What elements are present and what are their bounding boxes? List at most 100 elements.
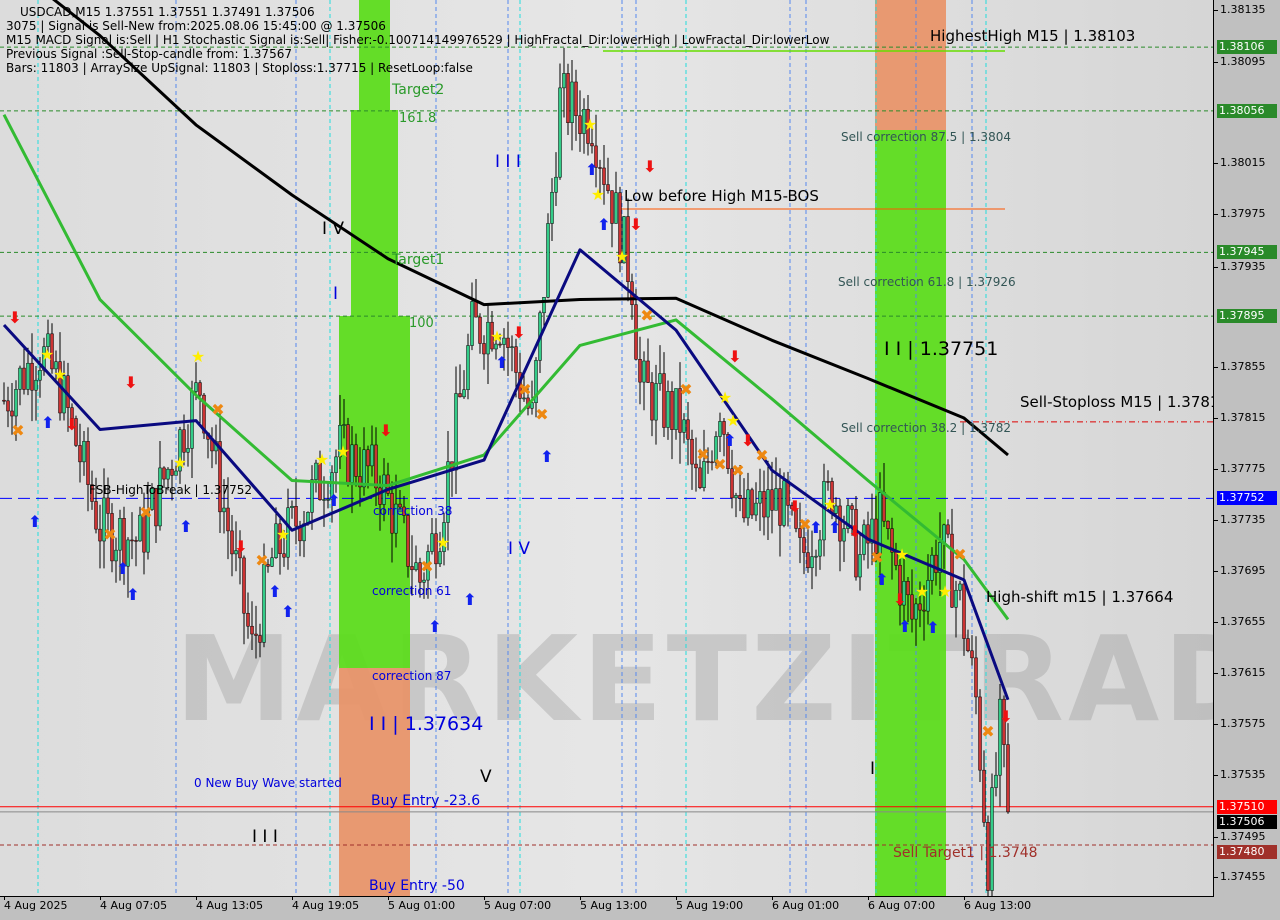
sell-correction-382-label: Sell correction 38.2 | 1.3782	[841, 421, 1011, 435]
price-tick-label: 1.37855	[1214, 360, 1266, 374]
bull-candle	[862, 524, 866, 555]
star-marker-icon: ★	[40, 345, 54, 364]
sell-correction-875-label: Sell correction 87.5 | 1.3804	[841, 130, 1011, 144]
time-tick-label: 5 Aug 01:00	[388, 896, 456, 912]
fsb-break-label: FSB-HighToBreak | 1.37752	[89, 483, 252, 497]
price-tick-label: 1.37615	[1214, 665, 1266, 679]
bull-candle	[702, 461, 706, 488]
cross-marker-icon: ✖	[679, 380, 692, 399]
price-tick-label: 1.38135	[1214, 3, 1266, 17]
bear-candle	[122, 518, 126, 567]
buy-arrow-icon: ⬆	[898, 617, 911, 636]
buy-arrow-icon: ⬆	[327, 491, 340, 510]
wave-v-black-label: V	[480, 767, 492, 787]
bear-candle	[966, 638, 970, 652]
fib-zone	[339, 316, 410, 668]
bull-candle	[14, 389, 18, 417]
time-tick-label: 4 Aug 19:05	[292, 896, 360, 912]
correction-38-label: correction 38	[373, 504, 453, 518]
star-marker-icon: ★	[490, 327, 504, 346]
star-marker-icon: ★	[583, 115, 597, 134]
bear-candle	[266, 564, 270, 567]
bull-candle	[486, 321, 490, 355]
bull-candle	[530, 402, 534, 409]
bear-candle	[950, 533, 954, 608]
star-marker-icon: ★	[591, 185, 605, 204]
bear-candle	[90, 484, 94, 502]
cross-marker-icon: ✖	[713, 455, 726, 474]
bull-candle	[902, 581, 906, 606]
bear-candle	[574, 81, 578, 116]
bear-candle	[358, 476, 362, 488]
bull-candle	[834, 505, 838, 514]
bull-candle	[994, 774, 998, 788]
star-marker-icon: ★	[718, 388, 732, 407]
buy-arrow-icon: ⬆	[28, 512, 41, 531]
bull-candle	[322, 499, 326, 501]
bear-candle	[218, 441, 222, 513]
time-tick-label: 6 Aug 07:00	[868, 896, 936, 912]
bull-candle	[150, 488, 154, 510]
bear-candle	[490, 321, 494, 350]
bull-candle	[510, 346, 514, 348]
bear-candle	[354, 444, 358, 477]
bull-candle	[18, 367, 22, 390]
bear-candle	[590, 143, 594, 147]
bear-candle	[946, 524, 950, 535]
bull-candle	[422, 579, 426, 583]
bear-candle	[838, 505, 842, 542]
bear-candle	[50, 333, 54, 370]
fib-zone	[875, 130, 946, 896]
bull-candle	[570, 81, 574, 124]
price-level-badge: 1.37506	[1217, 814, 1277, 829]
bull-candle	[102, 497, 106, 542]
bear-candle	[618, 192, 622, 264]
bull-candle	[858, 554, 862, 578]
sell-arrow-icon: ⬇	[379, 421, 392, 440]
bear-candle	[434, 533, 438, 565]
slow-ma-line	[52, 0, 1009, 457]
chart-plot-area[interactable]: MARKETZITRADE ⬇⬇⬇⬇⬇⬇⬇⬇⬇⬇⬇⬇⬇⬇⬆⬆⬆⬆⬆⬆⬆⬆⬆⬆⬆⬆…	[0, 0, 1214, 897]
bull-candle	[166, 468, 170, 480]
bull-candle	[754, 502, 758, 516]
cross-marker-icon: ✖	[518, 380, 531, 399]
bear-candle	[110, 513, 114, 562]
bear-candle	[970, 650, 974, 659]
price-tick-label: 1.37575	[1214, 716, 1266, 730]
buy-arrow-icon: ⬆	[926, 618, 939, 637]
bull-candle	[958, 583, 962, 591]
star-marker-icon: ★	[823, 495, 837, 514]
bull-candle	[542, 297, 546, 314]
bull-candle	[642, 360, 646, 383]
indicator-info: M15 MACD Signal is:Sell | H1 Stochastic …	[6, 33, 830, 47]
bear-candle	[710, 461, 714, 464]
bear-candle	[94, 501, 98, 530]
bear-candle	[854, 509, 858, 578]
bull-candle	[430, 533, 434, 552]
bear-candle	[458, 393, 462, 398]
bear-candle	[182, 429, 186, 453]
price-tick-label: 1.37695	[1214, 563, 1266, 577]
bear-candle	[258, 635, 262, 643]
bull-candle	[926, 580, 930, 612]
wave-iv-blue-label: I V	[508, 539, 531, 559]
bear-candle	[474, 301, 478, 318]
bull-candle	[550, 192, 554, 224]
bull-candle	[942, 524, 946, 543]
fib-100-label: 100	[409, 316, 434, 331]
bear-candle	[694, 463, 698, 469]
star-marker-icon: ★	[173, 453, 187, 472]
sell-arrow-icon: ⬇	[788, 497, 801, 516]
bull-candle	[582, 109, 586, 134]
bull-candle	[554, 176, 558, 193]
star-marker-icon: ★	[191, 347, 205, 366]
buy-arrow-icon: ⬆	[495, 353, 508, 372]
wave-i-blue-label: I	[333, 284, 339, 304]
bear-candle	[154, 488, 158, 527]
bear-candle	[406, 515, 410, 567]
bull-candle	[846, 505, 850, 529]
price-level-badge: 1.37945	[1217, 245, 1277, 260]
bear-candle	[282, 553, 286, 558]
bear-candle	[254, 633, 258, 636]
price-axis[interactable]: 1.38135 1.38106 1.38095 1.38056 1.38015 1.379…	[1214, 0, 1280, 896]
